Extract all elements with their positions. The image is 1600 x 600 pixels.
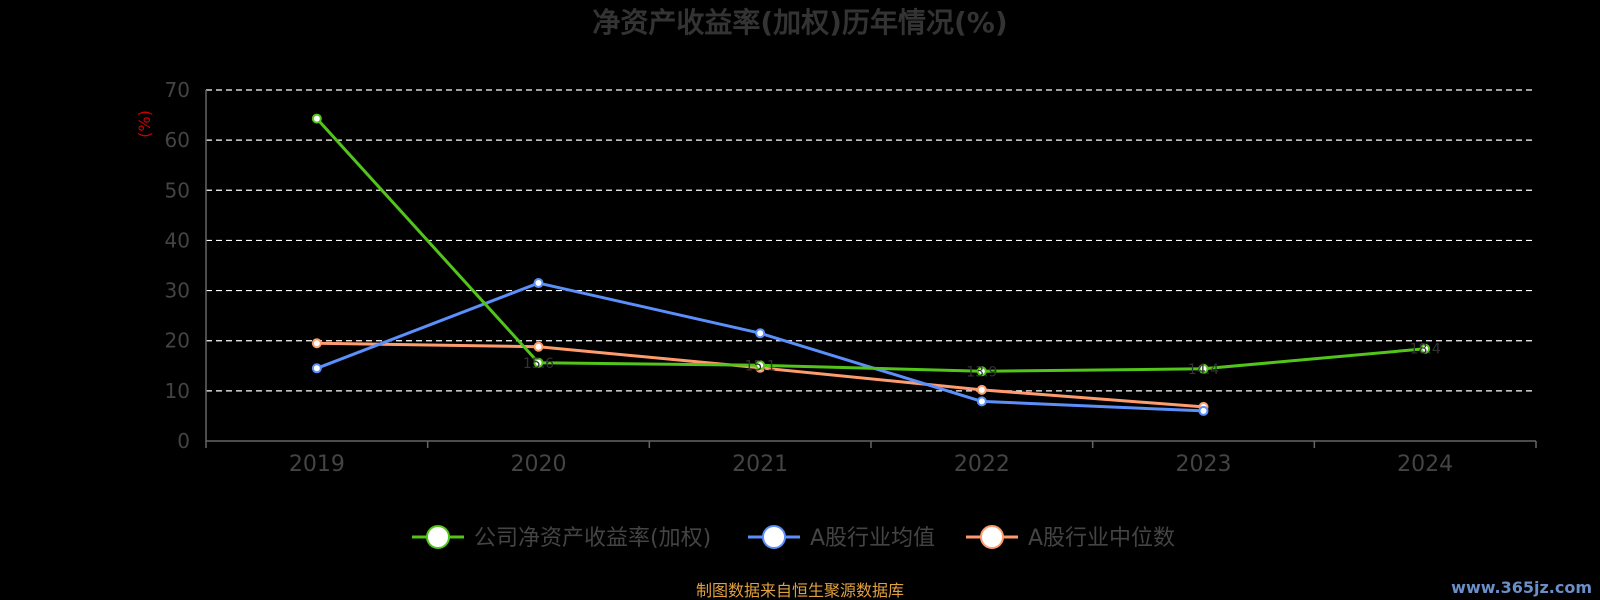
data-label: 15.1 bbox=[745, 358, 776, 374]
data-point bbox=[1198, 363, 1209, 374]
x-tick-label: 2022 bbox=[954, 452, 1010, 477]
source-note: 制图数据来自恒生聚源数据库 bbox=[696, 581, 904, 600]
data-point bbox=[311, 338, 322, 349]
y-unit-label: (%) bbox=[135, 110, 154, 138]
y-tick-label: 40 bbox=[165, 228, 190, 252]
data-label: 14.4 bbox=[1188, 362, 1219, 378]
data-point bbox=[1420, 343, 1431, 354]
data-point bbox=[533, 357, 544, 368]
y-tick-label: 70 bbox=[165, 78, 190, 102]
data-label: 15.6 bbox=[523, 356, 554, 372]
legend-marker bbox=[762, 525, 786, 549]
x-tick-label: 2023 bbox=[1176, 452, 1232, 477]
data-point bbox=[533, 341, 544, 352]
y-tick-label: 60 bbox=[165, 128, 190, 152]
y-tick-label: 20 bbox=[165, 329, 190, 353]
legend-marker bbox=[426, 525, 450, 549]
legend-label: A股行业中位数 bbox=[1028, 526, 1175, 551]
x-tick-label: 2020 bbox=[511, 452, 567, 477]
data-label: 18.4 bbox=[1410, 342, 1441, 358]
data-point bbox=[976, 396, 987, 407]
y-tick-label: 50 bbox=[165, 178, 190, 202]
legend-marker bbox=[980, 525, 1004, 549]
data-point bbox=[755, 328, 766, 339]
series-lines bbox=[311, 113, 1431, 416]
data-point bbox=[1198, 405, 1209, 416]
series-line bbox=[316, 341, 1204, 409]
data-point bbox=[311, 113, 322, 124]
legend-item[interactable]: 公司净资产收益率(加权) bbox=[412, 525, 711, 551]
legend-label: 公司净资产收益率(加权) bbox=[474, 526, 711, 551]
legend-item[interactable]: A股行业中位数 bbox=[966, 525, 1175, 551]
data-point bbox=[755, 360, 766, 371]
axes: 0 10 20 30 40 50 60 70 2019 2020 2021 2022 2023 2024 bbox=[165, 78, 1537, 477]
watermark: www.365jz.com bbox=[1451, 578, 1592, 597]
series-line bbox=[315, 117, 1426, 373]
data-label: 13.9 bbox=[966, 364, 997, 380]
data-point bbox=[976, 366, 987, 377]
y-tick-label: 10 bbox=[165, 379, 190, 403]
chart-title: 净资产收益率(加权)历年情况(%) bbox=[592, 6, 1007, 39]
x-tick-label: 2019 bbox=[289, 452, 345, 477]
legend-item[interactable]: A股行业均值 bbox=[748, 525, 935, 551]
data-point bbox=[311, 363, 322, 374]
data-point bbox=[976, 384, 987, 395]
y-tick-label: 30 bbox=[165, 279, 190, 303]
x-tick-label: 2021 bbox=[732, 452, 788, 477]
legend: 公司净资产收益率(加权) A股行业均值 A股行业中位数 bbox=[412, 525, 1175, 551]
legend-label: A股行业均值 bbox=[810, 526, 935, 551]
data-point bbox=[533, 278, 544, 289]
y-tick-label: 0 bbox=[177, 429, 190, 453]
x-tick-label: 2024 bbox=[1397, 452, 1453, 477]
data-labels: 15.6 15.1 13.9 14.4 18.4 bbox=[523, 342, 1441, 381]
series-line bbox=[316, 281, 1204, 413]
